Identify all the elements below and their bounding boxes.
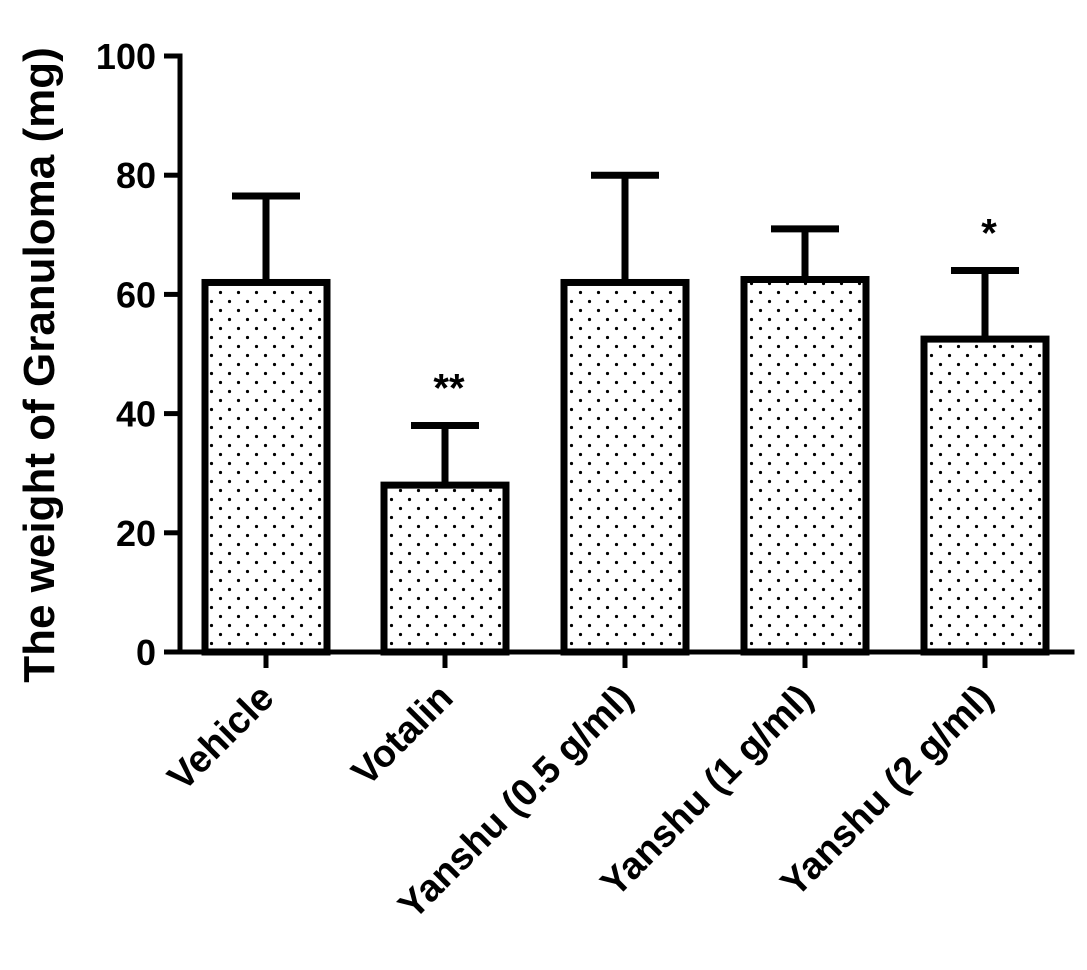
y-tick-label: 60 (116, 274, 156, 315)
significance-markers: *** (433, 212, 997, 411)
y-tick-label: 20 (116, 513, 156, 554)
significance-label-1: ** (433, 367, 465, 411)
y-tick-label: 40 (116, 394, 156, 435)
error-bars (232, 171, 1019, 486)
category-label-1: Votalin (344, 677, 461, 794)
y-axis-label: The weight of Granuloma (mg) (15, 47, 64, 683)
y-tick-label: 80 (116, 155, 156, 196)
bar-4 (920, 335, 1050, 656)
category-label-0: Vehicle (160, 677, 282, 799)
bar-0 (201, 278, 331, 656)
y-tick-label: 100 (96, 36, 156, 77)
significance-label-4: * (981, 212, 997, 256)
bars (201, 276, 1050, 656)
bar-3 (740, 276, 870, 656)
bar-1 (380, 481, 510, 656)
y-tick-label: 0 (136, 632, 156, 673)
bar-2 (560, 278, 690, 656)
